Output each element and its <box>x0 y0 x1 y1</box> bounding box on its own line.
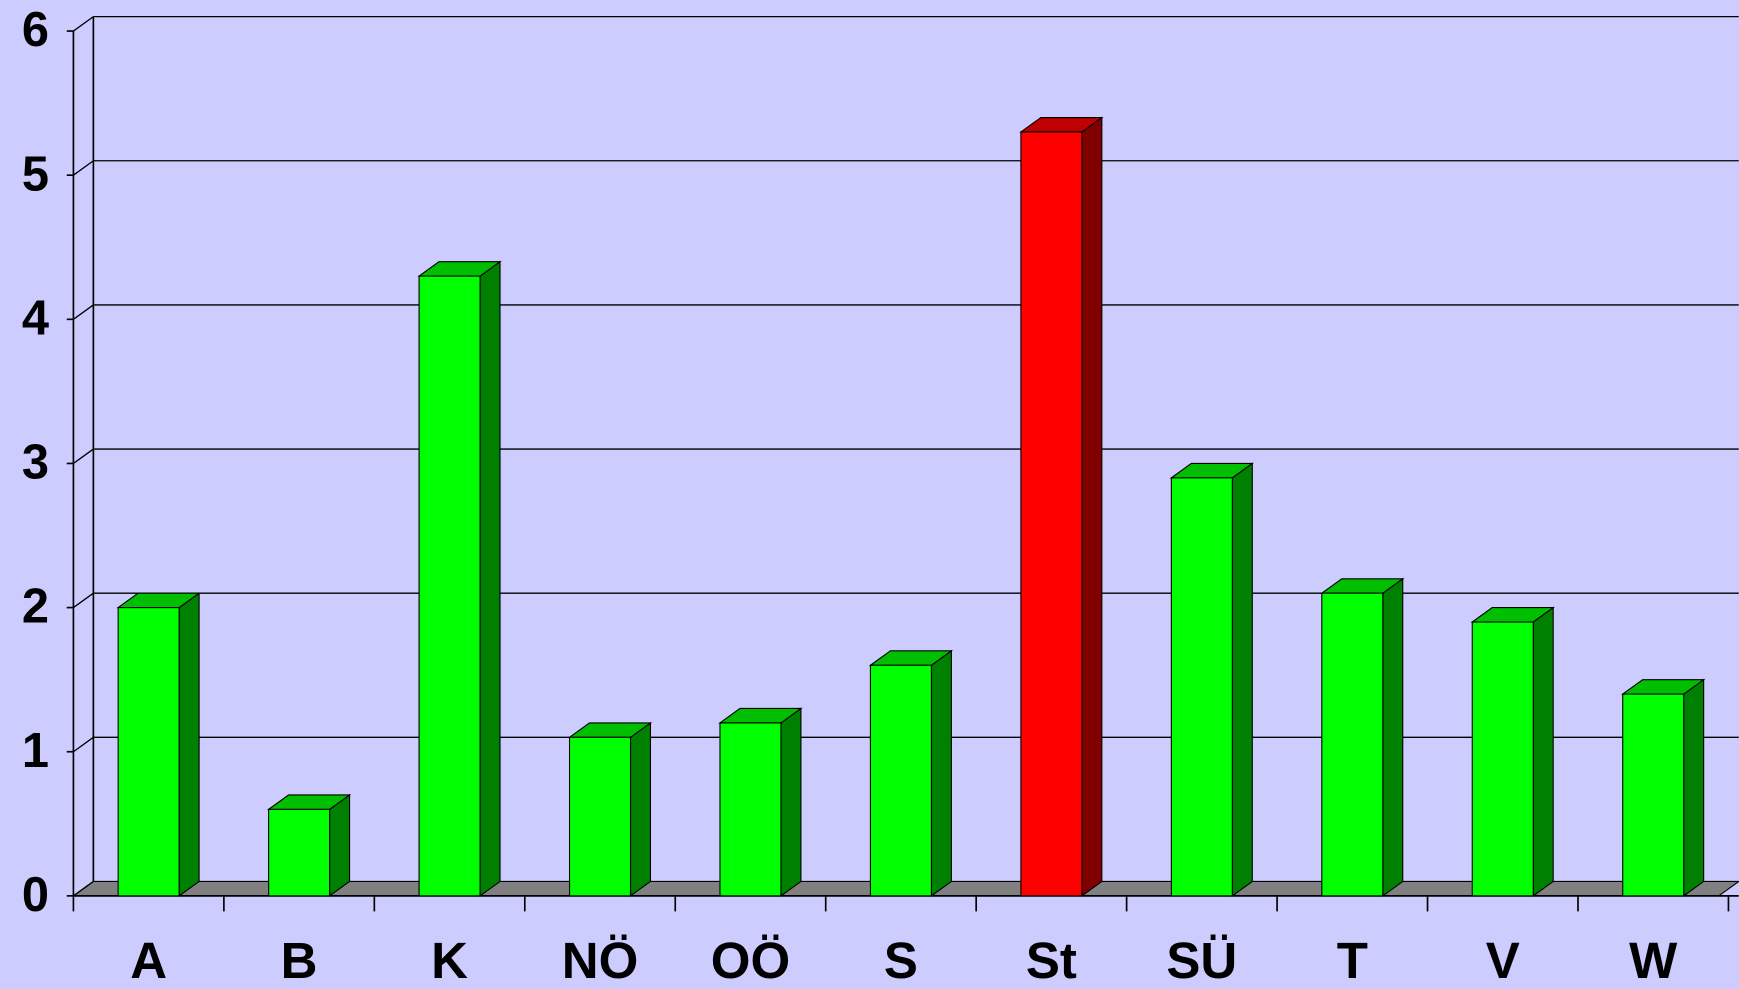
bar-side <box>629 721 652 897</box>
bar-side <box>479 260 501 897</box>
y-tick-label: 0 <box>22 868 49 922</box>
x-tick-label: S <box>884 932 918 989</box>
grid-diagonal <box>73 16 94 32</box>
y-tick-label: 4 <box>22 291 49 345</box>
y-tick-label: 6 <box>22 3 49 57</box>
x-tick-label: W <box>1629 932 1678 989</box>
grid-diagonal <box>73 592 94 609</box>
bar-side <box>178 592 200 897</box>
grid-diagonal <box>73 880 94 897</box>
bar-side <box>780 707 802 897</box>
y-tick-label: 5 <box>22 147 49 201</box>
bar <box>117 607 180 897</box>
bar <box>1471 621 1534 897</box>
bar <box>1321 592 1384 897</box>
y-tick-label: 2 <box>22 580 49 634</box>
x-tick-label: K <box>431 932 468 989</box>
x-tick-label: T <box>1337 932 1368 989</box>
y-tick-label: 3 <box>22 436 49 490</box>
grid-diagonal <box>73 448 94 464</box>
bar <box>568 736 632 897</box>
y-tick-label: 1 <box>22 724 49 778</box>
bar <box>869 664 932 897</box>
x-tick-label: SÜ <box>1166 932 1237 989</box>
grid-diagonal <box>73 304 94 320</box>
bar <box>719 722 782 897</box>
bar <box>418 275 481 897</box>
grid-diagonal <box>73 160 94 176</box>
x-tick-label: OÖ <box>711 932 790 989</box>
bar-side <box>1382 577 1404 897</box>
x-tick-label: NÖ <box>562 932 639 989</box>
bar-side <box>1532 606 1554 897</box>
bar <box>1622 693 1685 897</box>
x-tick-label: St <box>1026 932 1077 989</box>
bar-side <box>329 793 351 897</box>
bar-side <box>1683 678 1705 897</box>
bar-side <box>1231 462 1253 897</box>
bar <box>268 808 331 897</box>
bar-side <box>930 649 952 897</box>
bar <box>1170 477 1233 897</box>
bar <box>1020 131 1083 897</box>
grid-diagonal <box>73 736 94 753</box>
x-tick-label: V <box>1486 932 1520 989</box>
x-tick-label: B <box>281 932 318 989</box>
bar-side <box>1081 116 1103 897</box>
x-tick-label: A <box>130 932 167 989</box>
